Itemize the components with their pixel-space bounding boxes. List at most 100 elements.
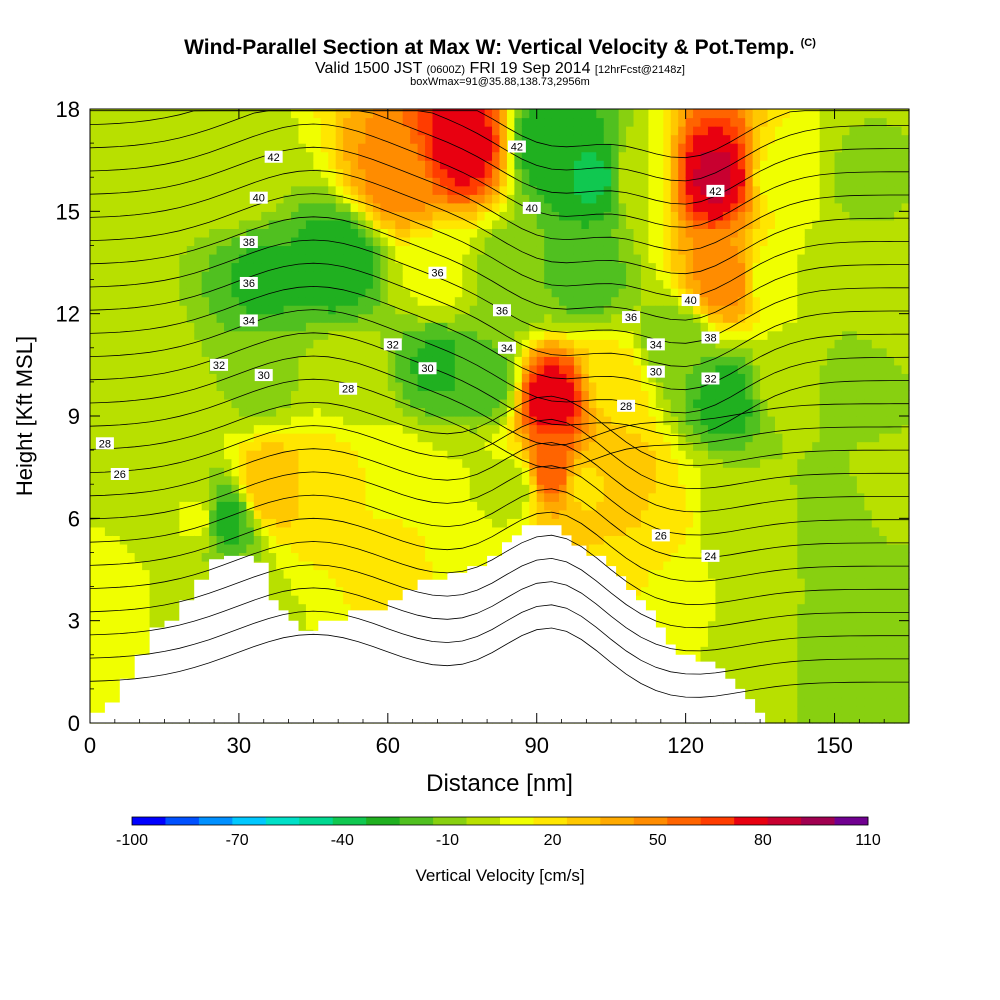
w-cell (224, 313, 233, 323)
w-cell (506, 450, 515, 460)
w-cell (328, 501, 337, 511)
w-cell (224, 475, 233, 485)
w-cell (410, 518, 419, 528)
w-cell (439, 356, 448, 366)
w-cell (573, 509, 582, 519)
w-cell (432, 151, 441, 161)
w-cell (417, 271, 426, 281)
w-cell (462, 347, 471, 357)
w-cell (387, 288, 396, 298)
w-cell (157, 484, 166, 494)
w-cell (134, 560, 143, 571)
w-cell (447, 381, 456, 392)
w-cell (492, 245, 501, 255)
w-cell (372, 160, 381, 170)
w-cell (186, 219, 195, 229)
w-cell (261, 305, 270, 315)
w-cell (596, 322, 605, 332)
w-cell (328, 151, 337, 161)
w-cell (119, 151, 128, 161)
w-cell (253, 484, 262, 494)
w-cell (276, 202, 285, 212)
w-cell (305, 271, 314, 281)
w-cell (380, 603, 389, 613)
w-cell (596, 433, 605, 443)
w-cell (544, 484, 553, 494)
w-cell (484, 467, 493, 477)
w-cell (395, 416, 404, 426)
w-cell (529, 518, 538, 528)
w-cell (581, 109, 590, 119)
w-cell (372, 578, 381, 588)
w-cell (387, 484, 396, 494)
w-cell (216, 160, 225, 170)
w-cell (425, 467, 434, 477)
w-cell (566, 296, 575, 306)
w-cell (439, 492, 448, 502)
w-cell (551, 518, 560, 528)
w-cell (596, 501, 605, 511)
w-cell (588, 433, 597, 443)
w-cell (216, 407, 225, 417)
w-cell (343, 296, 352, 306)
w-cell (291, 433, 300, 443)
w-cell (439, 518, 448, 528)
w-cell (238, 143, 247, 153)
w-cell (194, 347, 203, 357)
w-cell (283, 441, 292, 451)
w-cell (439, 543, 448, 554)
w-cell (283, 407, 292, 417)
w-cell (119, 330, 128, 340)
w-cell (186, 322, 195, 332)
w-cell (343, 416, 352, 426)
w-cell (596, 484, 605, 494)
w-cell (305, 424, 314, 434)
w-cell (291, 390, 300, 400)
w-cell (268, 279, 277, 289)
w-cell (313, 219, 322, 229)
w-cell (164, 475, 173, 485)
w-cell (298, 288, 307, 298)
w-cell (536, 236, 545, 247)
w-cell (484, 518, 493, 528)
w-cell (566, 484, 575, 494)
w-cell (596, 416, 605, 426)
w-cell (253, 253, 262, 264)
w-cell (112, 560, 121, 571)
w-cell (596, 219, 605, 229)
w-cell (231, 271, 240, 281)
w-cell (588, 467, 597, 477)
w-cell (581, 151, 590, 161)
w-cell (179, 253, 188, 264)
w-cell (261, 245, 270, 255)
w-cell (119, 185, 128, 195)
w-cell (157, 595, 166, 605)
w-cell (447, 364, 456, 374)
w-cell (276, 288, 285, 298)
w-cell (439, 433, 448, 443)
w-cell (104, 143, 113, 153)
w-cell (499, 475, 508, 485)
w-cell (305, 219, 314, 229)
w-cell (127, 177, 136, 187)
w-cell (358, 595, 367, 605)
w-cell (328, 416, 337, 426)
w-cell (313, 296, 322, 306)
w-cell (439, 305, 448, 315)
w-cell (573, 305, 582, 315)
w-cell (506, 424, 515, 434)
w-cell (506, 194, 515, 204)
w-cell (134, 629, 143, 639)
w-cell (469, 458, 478, 468)
w-cell (90, 126, 99, 136)
w-cell (432, 381, 441, 392)
w-cell (402, 356, 411, 366)
w-cell (335, 185, 344, 195)
w-cell (238, 160, 247, 170)
w-cell (402, 262, 411, 272)
w-cell (142, 612, 151, 622)
w-cell (283, 356, 292, 366)
w-cell (90, 245, 99, 255)
w-cell (305, 364, 314, 374)
w-cell (164, 492, 173, 502)
